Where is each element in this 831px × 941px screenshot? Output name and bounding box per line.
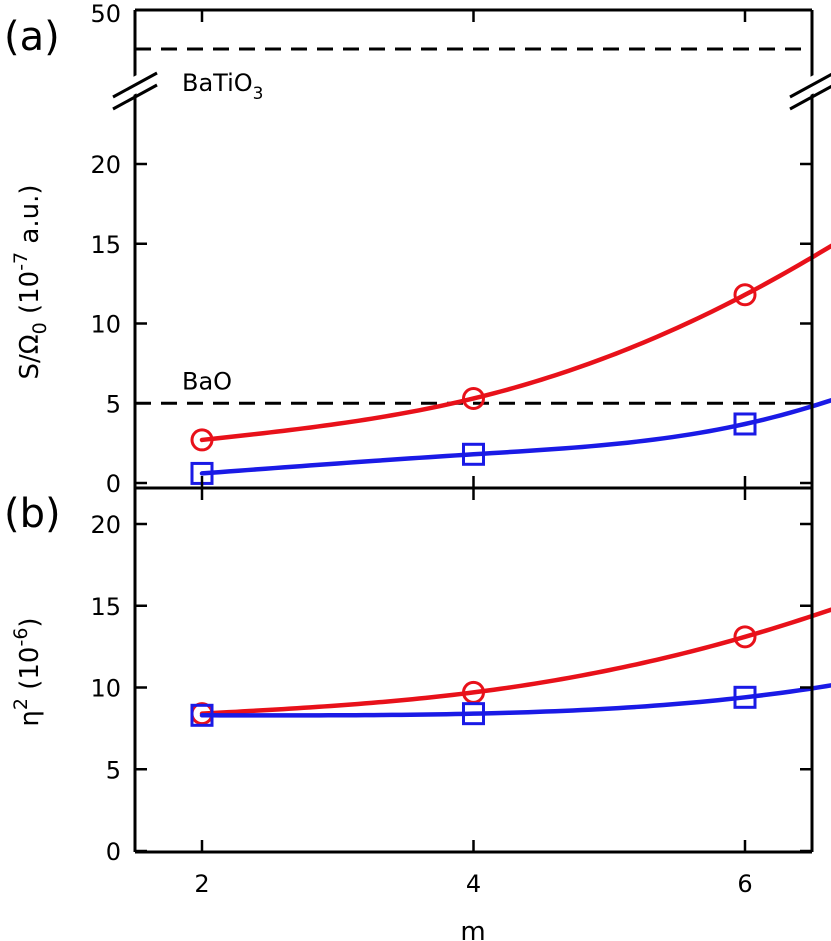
panel-a-red-point-3 [733, 283, 757, 307]
axis-break-mark-right-2 [789, 84, 831, 111]
x-axis-title: m [460, 917, 485, 941]
panel-a-blue-point-2 [462, 442, 485, 466]
panel-b-blue-point-3 [733, 685, 757, 709]
panel-b-blue-point-2 [462, 702, 485, 726]
panel-b-y-axis-title: η2 (10-6) [10, 617, 45, 726]
axis-break-mark-left-1 [112, 71, 158, 99]
axis-break-mark-right-1 [789, 72, 831, 99]
panel-a-red-point-1 [190, 428, 214, 452]
xtick-label-4: 4 [466, 870, 481, 898]
axis-break-mark-left-2 [112, 83, 158, 111]
panel-a-y-axis-title: S/Ω0 (10-7 a.u.) [10, 184, 51, 379]
panel-a-label: (a) [4, 14, 60, 60]
batio3-reference-label: BaTiO3 [182, 69, 263, 104]
panel-a-ytick-label-break: 50 [90, 0, 121, 28]
xtick-label-2: 2 [194, 870, 209, 898]
panel-a-red-point-2 [462, 386, 485, 410]
panel-a-ytick-label-10: 10 [90, 311, 121, 339]
bao-reference-label: BaO [182, 367, 232, 395]
panel-b-ytick-label-20: 20 [90, 511, 121, 539]
panel-b-ytick-label-0: 0 [106, 838, 121, 866]
panel-b-ytick-label-5: 5 [106, 756, 121, 784]
panel-a-blue-series-line [199, 397, 831, 476]
panel-b-ytick-label-15: 15 [90, 593, 121, 621]
panel-b-red-point-3 [733, 625, 757, 649]
xtick-label-6: 6 [737, 870, 752, 898]
panel-a-ytick-label-15: 15 [90, 231, 121, 259]
panel-a-ytick-label-5: 5 [106, 390, 121, 418]
panel-a-red-series-line [199, 243, 831, 443]
panel-a-blue-point-3 [733, 412, 757, 436]
panel-b-blue-series-line [199, 683, 831, 718]
panel-b-blue-point-1 [190, 703, 214, 727]
panel-b-ytick-label-10: 10 [90, 675, 121, 703]
panel-a-ytick-label-0: 0 [106, 470, 121, 498]
plot-layer: BaO BaTiO3 [135, 47, 831, 727]
axes-layer: 051015205005101520246810mS/Ω0 (10-7 a.u.… [4, 0, 831, 941]
panel-b-red-series-line [199, 607, 831, 716]
panel-a-ytick-label-20: 20 [90, 151, 121, 179]
panel-b-label: (b) [4, 491, 61, 537]
